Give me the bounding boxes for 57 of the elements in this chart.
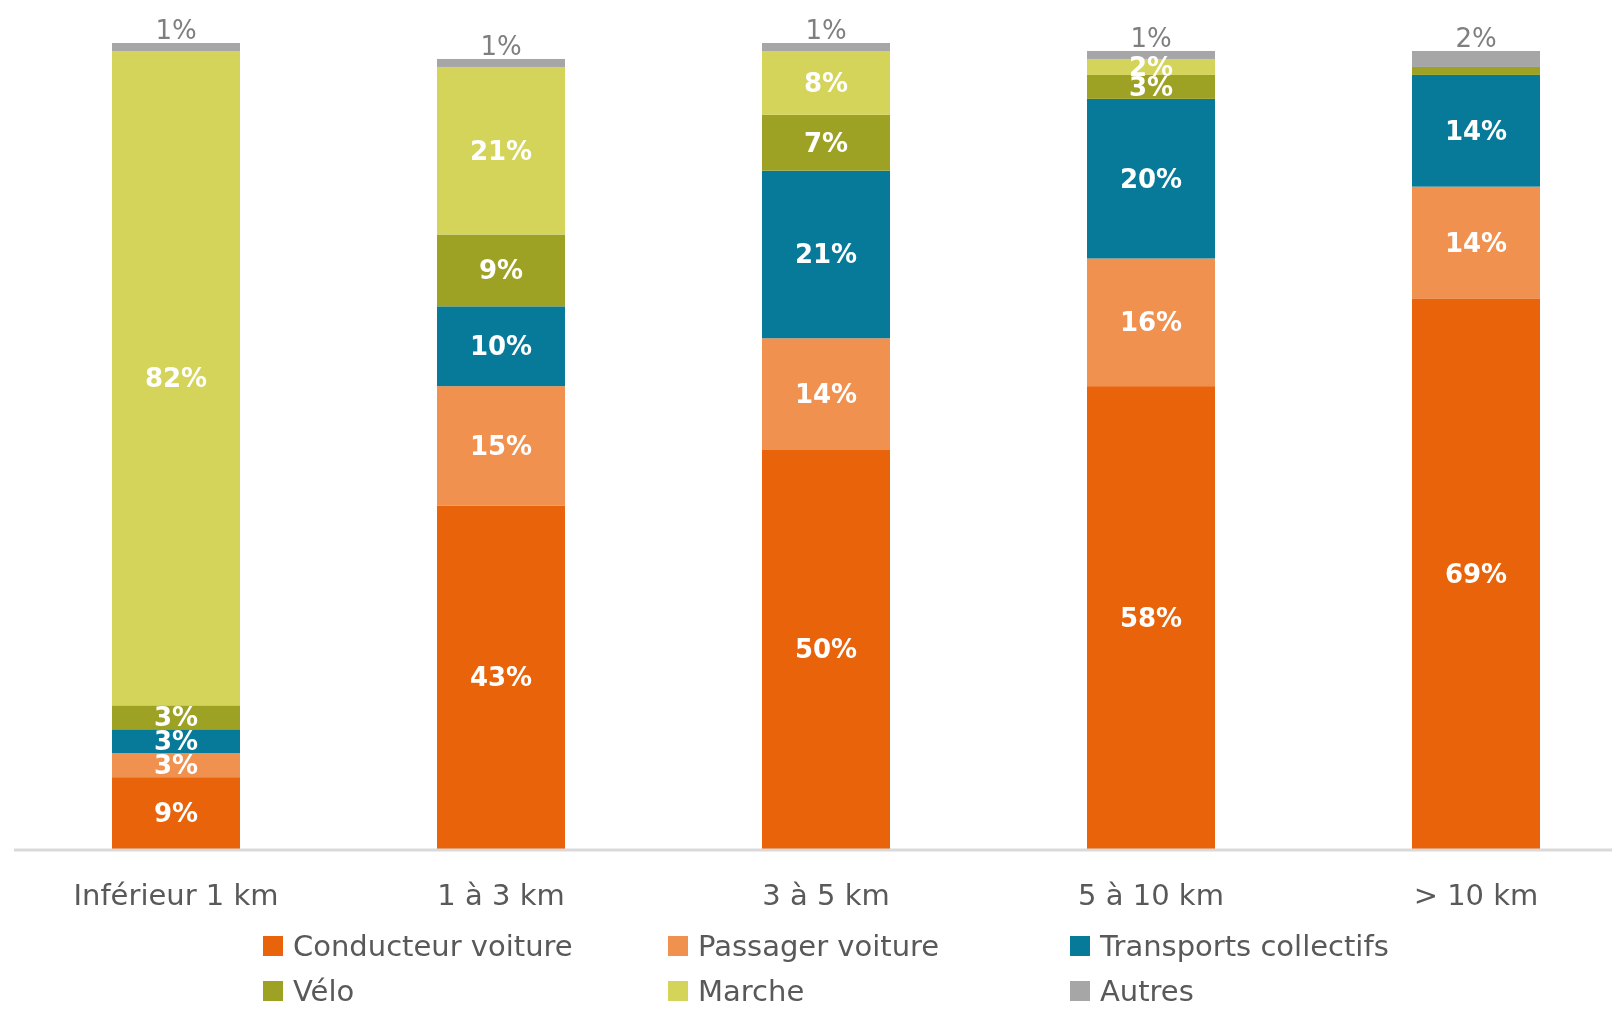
bar [112, 50, 240, 706]
bar [437, 234, 565, 307]
bar [1412, 298, 1540, 849]
data-label: 58% [1119, 602, 1183, 633]
bar [1412, 50, 1540, 67]
data-label: 50% [794, 634, 858, 665]
data-label: 2% [1455, 22, 1497, 53]
bar [112, 43, 240, 51]
legend-label: Vélo [293, 974, 355, 1008]
bar [762, 449, 890, 849]
bar [1087, 386, 1215, 849]
data-label: 1% [155, 15, 197, 45]
data-label: 14% [1444, 115, 1508, 146]
bar [762, 43, 890, 51]
bar [762, 114, 890, 171]
x-tick-label: > 10 km [1413, 878, 1539, 912]
legend-label: Transports collectifs [1099, 929, 1389, 963]
data-label: 69% [1444, 558, 1508, 589]
data-label: 43% [469, 662, 533, 693]
x-tick-label: 3 à 5 km [762, 878, 890, 912]
data-label: 1% [1130, 22, 1172, 53]
data-label: 7% [803, 127, 849, 158]
data-label: 15% [469, 431, 533, 461]
bar [1087, 258, 1215, 387]
bar [762, 50, 890, 115]
data-label: 9% [153, 798, 199, 829]
bar [437, 505, 565, 849]
data-label: 21% [794, 239, 858, 270]
bar [1087, 98, 1215, 259]
data-label: 1% [805, 15, 847, 45]
data-label: 8% [803, 67, 849, 98]
data-label: 20% [1119, 163, 1183, 194]
data-label: 10% [469, 331, 533, 362]
bar [437, 386, 565, 506]
data-label: 14% [1444, 227, 1508, 258]
bar [437, 58, 565, 67]
data-label: 9% [478, 255, 524, 286]
data-label: 14% [794, 379, 858, 410]
legend-label: Passager voiture [698, 929, 940, 963]
bar [1412, 186, 1540, 299]
bar [1412, 74, 1540, 187]
bar [112, 777, 240, 849]
legend-label: Conducteur voiture [293, 929, 573, 963]
bar [437, 306, 565, 387]
data-label: 16% [1119, 307, 1183, 338]
legend-label: Autres [1100, 974, 1194, 1008]
bar [437, 66, 565, 235]
data-label: 82% [144, 363, 208, 394]
data-label: 1% [480, 30, 522, 61]
x-tick-label: Inférieur 1 km [73, 878, 279, 912]
bar [1412, 66, 1540, 75]
bar [762, 170, 890, 339]
data-label: 21% [469, 135, 533, 166]
legend-label: Marche [698, 974, 805, 1008]
x-tick-label: 5 à 10 km [1078, 878, 1224, 912]
x-tick-label: 1 à 3 km [437, 878, 565, 912]
bar [762, 338, 890, 450]
